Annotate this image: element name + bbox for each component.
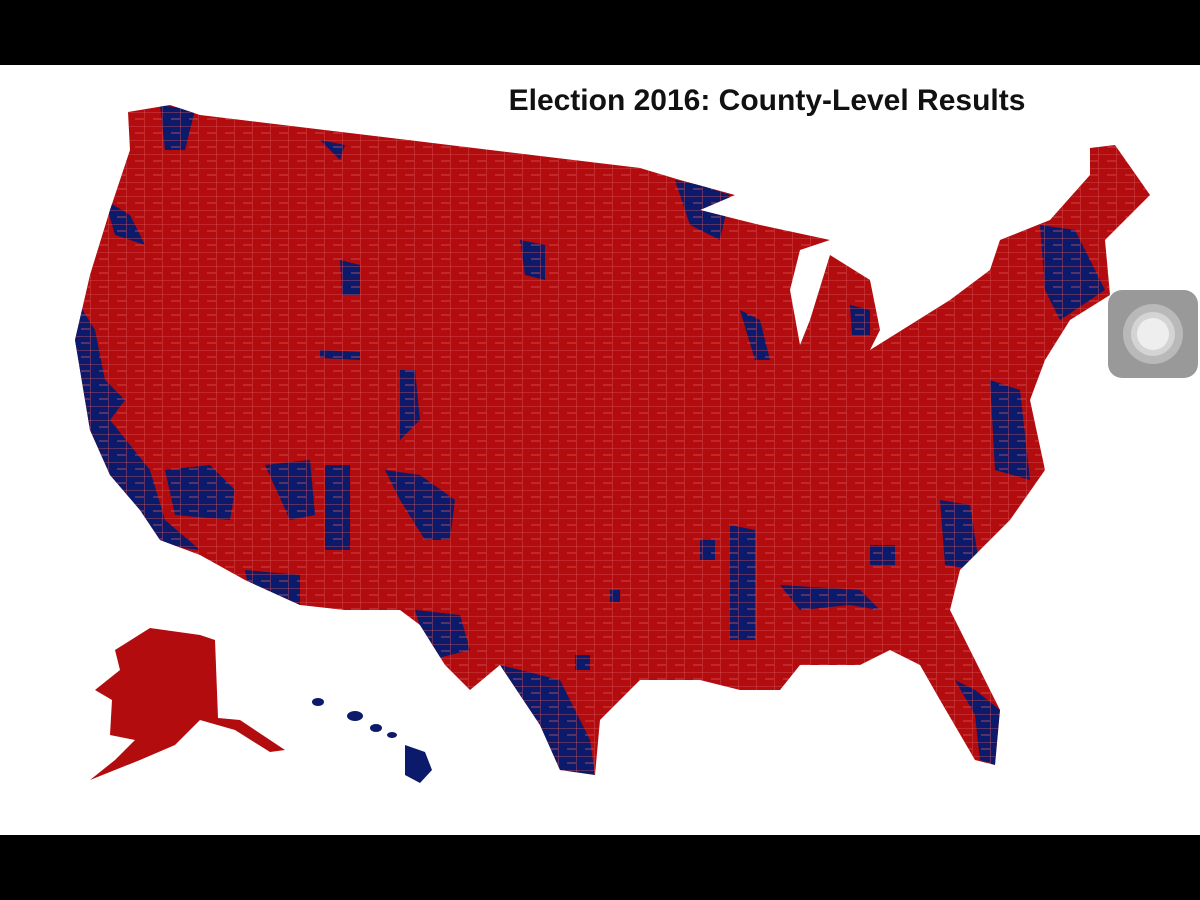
contiguous-us xyxy=(75,105,1150,775)
hawaii xyxy=(312,698,432,783)
map-title: Election 2016: County-Level Results xyxy=(509,84,1026,117)
bottom-bar xyxy=(0,835,1200,900)
alaska xyxy=(90,628,285,780)
top-bar xyxy=(0,0,1200,65)
assistive-touch-button[interactable] xyxy=(1108,290,1198,378)
